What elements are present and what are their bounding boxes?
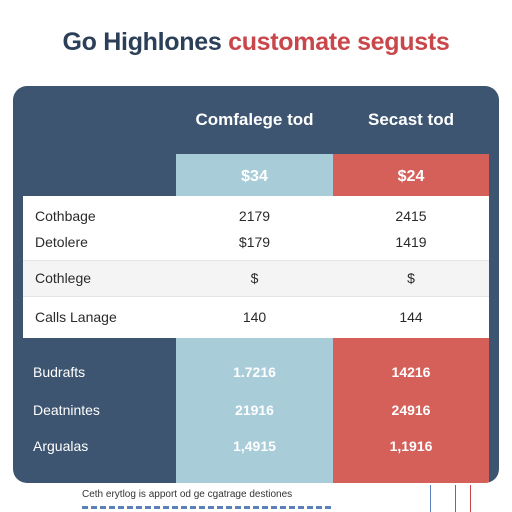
- footnote: Ceth erytlog is apport od ge cgatrage de…: [82, 489, 293, 500]
- column-header-a: Comfalege tod: [195, 110, 314, 129]
- price-b: $24: [397, 168, 425, 185]
- row-value-b: 144: [399, 309, 423, 325]
- footnote-fine-print: [82, 506, 332, 509]
- row-value-b: 1,1916: [389, 438, 433, 454]
- row-value-a: 2179: [238, 208, 271, 224]
- row-value-b: $: [407, 270, 415, 286]
- page-title: Go Highlones customate segusts: [0, 28, 512, 57]
- row-label: Cothlege: [35, 270, 92, 286]
- edge-line: [470, 485, 471, 512]
- row-value-a: 1.7216: [233, 364, 276, 380]
- row-label: Deatnintes: [33, 402, 100, 418]
- row-value-a: 21916: [235, 402, 274, 418]
- light-band: [23, 296, 489, 338]
- row-value-b: 14216: [391, 364, 431, 380]
- light-band: [23, 260, 489, 296]
- row-divider: [23, 296, 489, 297]
- light-band: [23, 196, 489, 260]
- row-value-a: $179: [238, 234, 271, 250]
- row-label: Budrafts: [33, 364, 86, 380]
- title-part-dark: Go Highlones: [62, 28, 222, 56]
- row-value-b: 24916: [391, 402, 431, 418]
- row-value-a: $: [250, 270, 259, 286]
- row-value-b: 1419: [395, 234, 427, 250]
- row-value-b: 2415: [395, 208, 427, 224]
- row-label: Argualas: [33, 438, 89, 454]
- row-label: Calls Lanage: [35, 309, 117, 325]
- row-label: Cothbage: [35, 208, 96, 224]
- title-part-red: customate segusts: [228, 28, 450, 56]
- row-divider: [23, 260, 489, 261]
- comparison-table: Comfalege tod Secast tod $34 $24 Cothbag…: [13, 86, 499, 483]
- row-value-a: 140: [242, 309, 267, 325]
- row-label: Detolere: [35, 234, 88, 250]
- column-header-b: Secast tod: [368, 110, 454, 129]
- row-value-a: 1,4915: [233, 438, 276, 454]
- edge-line: [455, 485, 456, 512]
- edge-line: [430, 485, 431, 512]
- price-a: $34: [241, 168, 268, 185]
